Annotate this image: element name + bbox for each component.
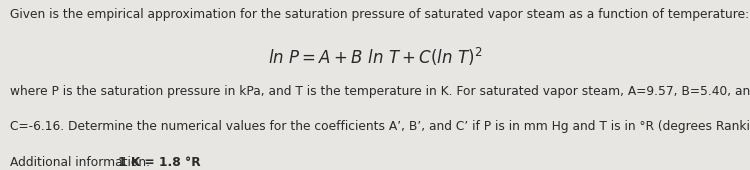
Text: where P is the saturation pressure in kPa, and T is the temperature in K. For sa: where P is the saturation pressure in kP… [10, 85, 750, 98]
Text: Given is the empirical approximation for the saturation pressure of saturated va: Given is the empirical approximation for… [10, 8, 748, 21]
Text: 1 K = 1.8 °R: 1 K = 1.8 °R [118, 156, 200, 169]
Text: C=-6.16. Determine the numerical values for the coefficients A’, B’, and C’ if P: C=-6.16. Determine the numerical values … [10, 120, 750, 133]
Text: Additional information:: Additional information: [10, 156, 154, 169]
Text: $\mathit{ln}\ P = A + B\ \mathit{ln}\ T + C(\mathit{ln}\ T)^2$: $\mathit{ln}\ P = A + B\ \mathit{ln}\ T … [268, 46, 482, 68]
